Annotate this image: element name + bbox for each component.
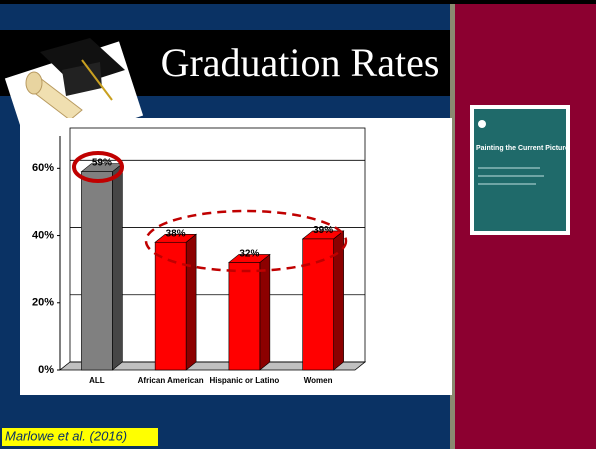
slide-title: Graduation Rates bbox=[161, 40, 440, 85]
bar bbox=[229, 262, 260, 370]
bar-side-shade bbox=[334, 231, 344, 370]
x-tick-label: ALL bbox=[89, 376, 105, 385]
x-tick-label: Hispanic or Latino bbox=[209, 376, 279, 385]
value-label: 38% bbox=[166, 228, 186, 239]
value-label: 39% bbox=[313, 225, 333, 236]
bar bbox=[81, 172, 112, 370]
bar-side-shade bbox=[112, 164, 122, 370]
y-tick-label: 20% bbox=[32, 297, 54, 309]
citation: Marlowe et al. (2016) bbox=[5, 428, 127, 443]
book-title: Painting the Current Picture bbox=[476, 145, 569, 152]
slide: Graduation Rates 0% 20% 40% 60% ALL 59% Africa… bbox=[0, 0, 596, 449]
y-tick-label: 60% bbox=[32, 162, 54, 174]
value-label: 59% bbox=[92, 158, 112, 169]
y-tick-label: 0% bbox=[38, 364, 54, 376]
plot: 0% 20% 40% 60% ALL 59% African American 38% Hisp… bbox=[32, 128, 365, 385]
bar-side-shade bbox=[186, 234, 196, 370]
y-tick-label: 40% bbox=[32, 229, 54, 241]
x-tick-label: Women bbox=[304, 376, 333, 385]
bar bbox=[303, 239, 334, 370]
top-edge bbox=[0, 0, 596, 4]
x-tick-label: African American bbox=[138, 376, 204, 385]
value-label: 32% bbox=[239, 248, 259, 259]
book-cover: Painting the Current Picture bbox=[470, 105, 570, 235]
